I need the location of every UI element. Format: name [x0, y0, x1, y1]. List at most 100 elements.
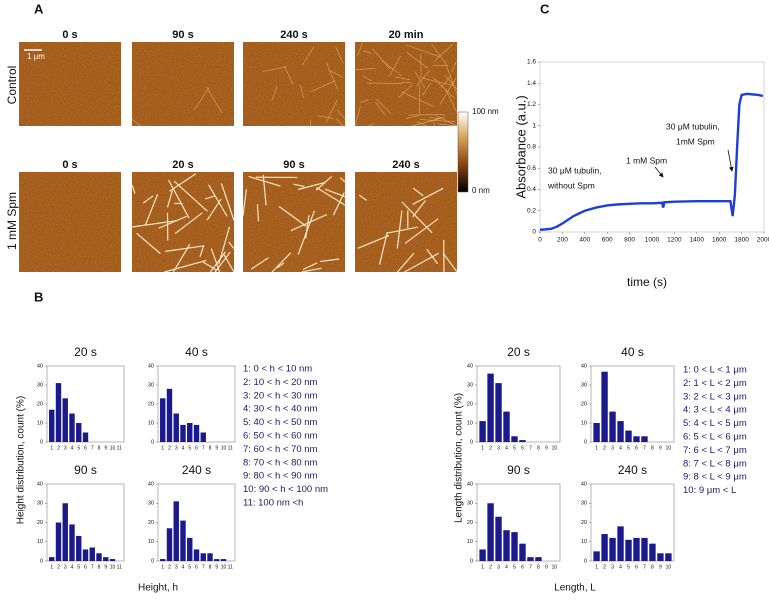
x-tick-label: 11 — [117, 445, 122, 451]
y-tick-label: 0 — [532, 229, 536, 236]
annotation: 1mM Spm — [676, 136, 715, 146]
fiber — [205, 195, 216, 200]
y-axis-label: Absorbance (a.u.) — [513, 95, 528, 198]
bar — [641, 436, 648, 442]
x-tick-label: 3 — [611, 445, 614, 451]
fiber — [368, 123, 375, 127]
fiber — [166, 190, 173, 208]
x-tick-label: 8 — [98, 564, 101, 570]
fiber — [278, 205, 307, 227]
time-label: 20 s — [172, 159, 193, 171]
fiber — [405, 114, 420, 120]
y-tick-label: 0.4 — [527, 186, 536, 193]
legend-item: 5: 40 < h < 50 nm — [243, 417, 318, 428]
fiber — [165, 245, 205, 252]
x-tick-label: 2 — [57, 445, 60, 451]
fiber — [223, 253, 235, 273]
fiber — [271, 86, 278, 101]
fiber — [437, 123, 458, 127]
y-tick-label: 20 — [467, 401, 473, 407]
y-tick-label: 20 — [37, 520, 43, 526]
fiber — [167, 179, 190, 219]
bar — [649, 543, 656, 561]
fiber — [299, 84, 304, 99]
y-tick-label: 30 — [467, 382, 473, 388]
y-tick-label: 0 — [470, 558, 473, 564]
x-tick-label: 5 — [77, 564, 80, 570]
x-tick-label: 11 — [228, 564, 233, 570]
fiber — [256, 204, 260, 222]
fiber — [310, 80, 336, 93]
fiber — [335, 46, 344, 64]
bar — [173, 501, 179, 561]
fiber — [406, 52, 428, 69]
fiber — [136, 232, 161, 255]
y-tick-label: 30 — [148, 501, 154, 507]
x-tick-label: 9 — [659, 445, 662, 451]
fiber — [293, 183, 305, 188]
y-tick-label: 0 — [584, 439, 587, 445]
x-tick-label: 8 — [651, 445, 654, 451]
x-tick-label: 3 — [611, 564, 614, 570]
legend-item: 8: 70 < h < 80 nm — [243, 457, 318, 468]
legend-item: 9: 80 < h < 90 nm — [243, 471, 318, 482]
x-tick-label: 2 — [57, 564, 60, 570]
fiber — [208, 184, 228, 217]
fiber — [214, 251, 231, 273]
annotation: without Spm — [547, 180, 595, 190]
x-tick-label: 5 — [627, 564, 630, 570]
fiber — [421, 82, 431, 96]
y-tick-label: 30 — [467, 501, 473, 507]
x-tick-label: 4 — [505, 564, 508, 570]
afm-texture — [132, 172, 234, 272]
legend-item: 7: 6 < L < 7 μm — [683, 445, 747, 456]
bar — [665, 553, 672, 561]
x-tick-label: 400 — [579, 237, 590, 244]
bar — [109, 559, 116, 561]
x-tick-label: 10 — [552, 564, 558, 570]
y-tick-label: 0 — [584, 558, 587, 564]
bar — [62, 503, 68, 561]
bar — [479, 549, 486, 561]
fiber — [290, 213, 328, 232]
y-tick-label: 1 — [532, 122, 536, 129]
y-tick-label: 1.6 — [527, 59, 536, 66]
bar — [89, 547, 95, 561]
x-tick-label: 2 — [168, 445, 171, 451]
fiber — [404, 218, 439, 244]
fiber — [202, 261, 218, 271]
legend-item: 11: 100 nm <h — [243, 498, 303, 509]
x-tick-label: 5 — [513, 445, 516, 451]
x-tick-label: 1000 — [645, 237, 660, 244]
bar — [609, 411, 616, 442]
fiber — [397, 252, 415, 273]
x-tick-label: 9 — [215, 564, 218, 570]
bar — [519, 440, 526, 442]
y-tick-label: 30 — [148, 382, 154, 388]
bar — [487, 373, 494, 442]
legend-item: 10: 90 < h < 100 nm — [243, 484, 328, 495]
bar — [166, 388, 173, 442]
x-tick-label: 9 — [659, 564, 662, 570]
fiber — [354, 106, 361, 127]
fiber — [445, 88, 458, 113]
fiber — [422, 77, 453, 86]
fiber — [142, 195, 154, 204]
y-tick-label: 40 — [467, 363, 473, 369]
x-tick-label: 8 — [209, 564, 212, 570]
y-tick-label: 1.4 — [527, 80, 536, 87]
bar — [657, 553, 664, 561]
bar — [173, 413, 179, 442]
fiber — [131, 184, 136, 194]
fiber — [451, 60, 457, 72]
fiber — [357, 42, 364, 57]
fiber — [433, 121, 435, 127]
x-tick-label: 7 — [643, 445, 646, 451]
bar — [535, 557, 542, 561]
fiber — [248, 175, 281, 187]
fiber — [444, 75, 458, 90]
x-tick-label: 8 — [209, 445, 212, 451]
chart-title: 240 s — [182, 463, 211, 477]
x-tick-label: 200 — [557, 237, 568, 244]
